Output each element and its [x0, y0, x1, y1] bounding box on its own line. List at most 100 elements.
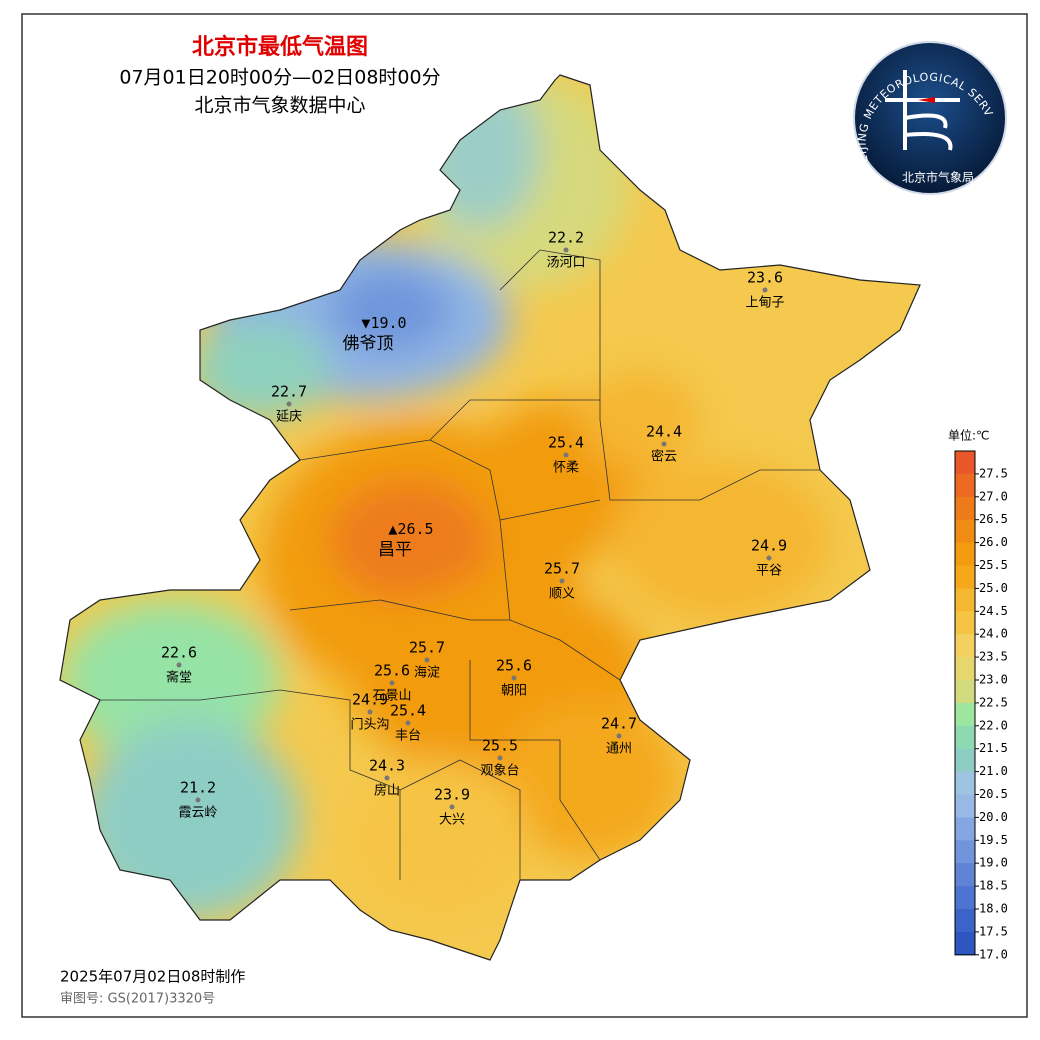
station-name: 海淀 [414, 666, 440, 681]
legend-swatch [955, 680, 975, 704]
legend-swatch [955, 565, 975, 589]
station-name: 佛爷顶 [343, 334, 394, 354]
legend-tick-label: 27.5 [979, 466, 1008, 480]
station-value: 21.2 [180, 779, 216, 797]
station-value: 25.4 [548, 434, 584, 452]
legend-swatch [955, 473, 975, 498]
legend-swatch [955, 519, 975, 544]
station-name: 房山 [374, 783, 400, 799]
station-value: 25.7 [544, 560, 580, 578]
station-value: 25.6 [374, 662, 410, 680]
legend-swatch [955, 634, 975, 658]
station-name: 顺义 [549, 587, 575, 602]
legend-swatch [955, 931, 975, 956]
production-time: 2025年07月02日08时制作 [60, 968, 245, 986]
legend-tick-label: 21.5 [979, 741, 1008, 755]
station-temperature: 26.5 [397, 520, 433, 538]
legend-tick-label: 27.0 [979, 489, 1008, 503]
extreme-marker: ▲ [388, 520, 397, 538]
station-value: ▲26.5 [388, 520, 433, 538]
station-dot [286, 401, 292, 407]
station-dot [176, 662, 182, 668]
station-dot [424, 657, 430, 663]
legend-swatch [955, 657, 975, 681]
stations: 22.2 汤河口 23.6 上甸子 ▼19.0 佛爷顶 22.7 延庆 25.4 怀柔 24.4 密云… [161, 229, 787, 828]
station-name: 上甸子 [745, 296, 784, 311]
legend-tick-label: 26.0 [979, 535, 1008, 549]
station-name: 密云 [651, 449, 677, 465]
legend-tick-label: 24.5 [979, 604, 1008, 618]
station-name: 斋堂 [166, 670, 192, 686]
station-value: 23.6 [747, 269, 783, 287]
legend-swatch [955, 886, 975, 910]
station-name: 延庆 [276, 410, 302, 425]
station-value: 22.2 [548, 229, 584, 247]
station-value: 24.7 [601, 715, 637, 733]
legend-swatch [955, 748, 975, 773]
legend-tick-label: 25.5 [979, 558, 1008, 572]
station-value: 23.9 [434, 786, 470, 804]
legend-tick-label: 22.0 [979, 718, 1008, 732]
map-source: 北京市气象数据中心 [194, 95, 365, 117]
station-name: 门头沟 [350, 718, 389, 733]
station-name: 丰台 [395, 729, 421, 744]
station-value: ▼19.0 [361, 314, 406, 332]
legend-swatch [955, 611, 975, 635]
legend-tick-label: 18.5 [979, 879, 1008, 893]
station-value: 25.7 [409, 639, 445, 657]
legend-unit: 单位:℃ [948, 428, 990, 443]
legend-tick-label: 26.5 [979, 512, 1008, 526]
station-name: 朝阳 [501, 684, 527, 699]
station-value: 24.3 [369, 757, 405, 775]
station-dot [511, 675, 517, 681]
legend-tick-label: 19.5 [979, 833, 1008, 847]
station-dot [367, 709, 373, 715]
legend: 27.5 27.0 26.5 26.0 25.5 25.0 24.5 24.0 23.5 23.0… [954, 450, 1008, 961]
station-dot [661, 441, 667, 447]
legend-tick-label: 17.5 [979, 924, 1008, 938]
station-name: 怀柔 [553, 461, 579, 476]
legend-swatch [955, 588, 975, 612]
legend-swatch [955, 840, 975, 864]
map-approval: 审图号: GS(2017)3320号 [60, 992, 215, 1007]
station-dot [559, 578, 565, 584]
legend-tick-label: 25.0 [979, 581, 1008, 595]
map-time-range: 07月01日20时00分—02日08时00分 [119, 67, 440, 89]
station-value: 25.5 [482, 737, 518, 755]
station-name: 霞云岭 [178, 806, 217, 821]
station-dot [563, 247, 569, 253]
station-dot [563, 452, 569, 458]
station-name: 通州 [606, 742, 632, 757]
station-name: 平谷 [756, 564, 782, 579]
legend-swatch [955, 817, 975, 841]
station-name: 大兴 [439, 813, 465, 828]
legend-swatch [955, 863, 975, 887]
legend-tick-label: 22.5 [979, 695, 1008, 709]
legend-tick-label: 20.5 [979, 787, 1008, 801]
station-name: 汤河口 [546, 256, 585, 271]
station-name: 昌平 [378, 540, 412, 560]
legend-swatch [955, 496, 975, 521]
station-value: 24.9 [751, 537, 787, 555]
legend-swatch [955, 794, 975, 818]
legend-tick-label: 24.0 [979, 627, 1008, 641]
station-temperature: 19.0 [370, 314, 406, 332]
station-dot [195, 797, 201, 803]
station-dot [497, 755, 503, 761]
legend-tick-label: 17.0 [979, 947, 1008, 961]
map-title: 北京市最低气温图 [192, 34, 368, 60]
extreme-marker: ▼ [361, 314, 370, 332]
station-value: 25.4 [390, 702, 426, 720]
legend-swatch [955, 451, 975, 475]
legend-swatch [955, 909, 975, 933]
legend-tick-label: 18.0 [979, 902, 1008, 916]
legend-tick-label: 19.0 [979, 856, 1008, 870]
station-dot [449, 804, 455, 810]
station-dot [616, 733, 622, 739]
legend-tick-label: 23.5 [979, 650, 1008, 664]
legend-tick-label: 23.0 [979, 673, 1008, 687]
station-value: 22.6 [161, 644, 197, 662]
station-name: 观象台 [480, 764, 519, 779]
legend-swatch [955, 771, 975, 795]
